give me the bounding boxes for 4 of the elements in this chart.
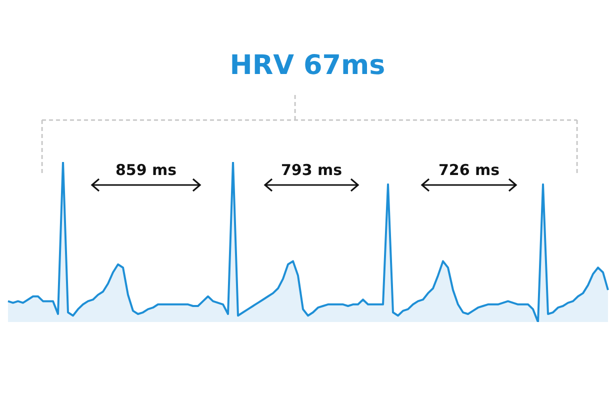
annotation: 793 ms xyxy=(280,161,342,179)
chart-title: HRV 67ms xyxy=(228,50,386,81)
annotation: 726 ms xyxy=(438,161,500,179)
annotation: 859 ms xyxy=(115,161,177,179)
